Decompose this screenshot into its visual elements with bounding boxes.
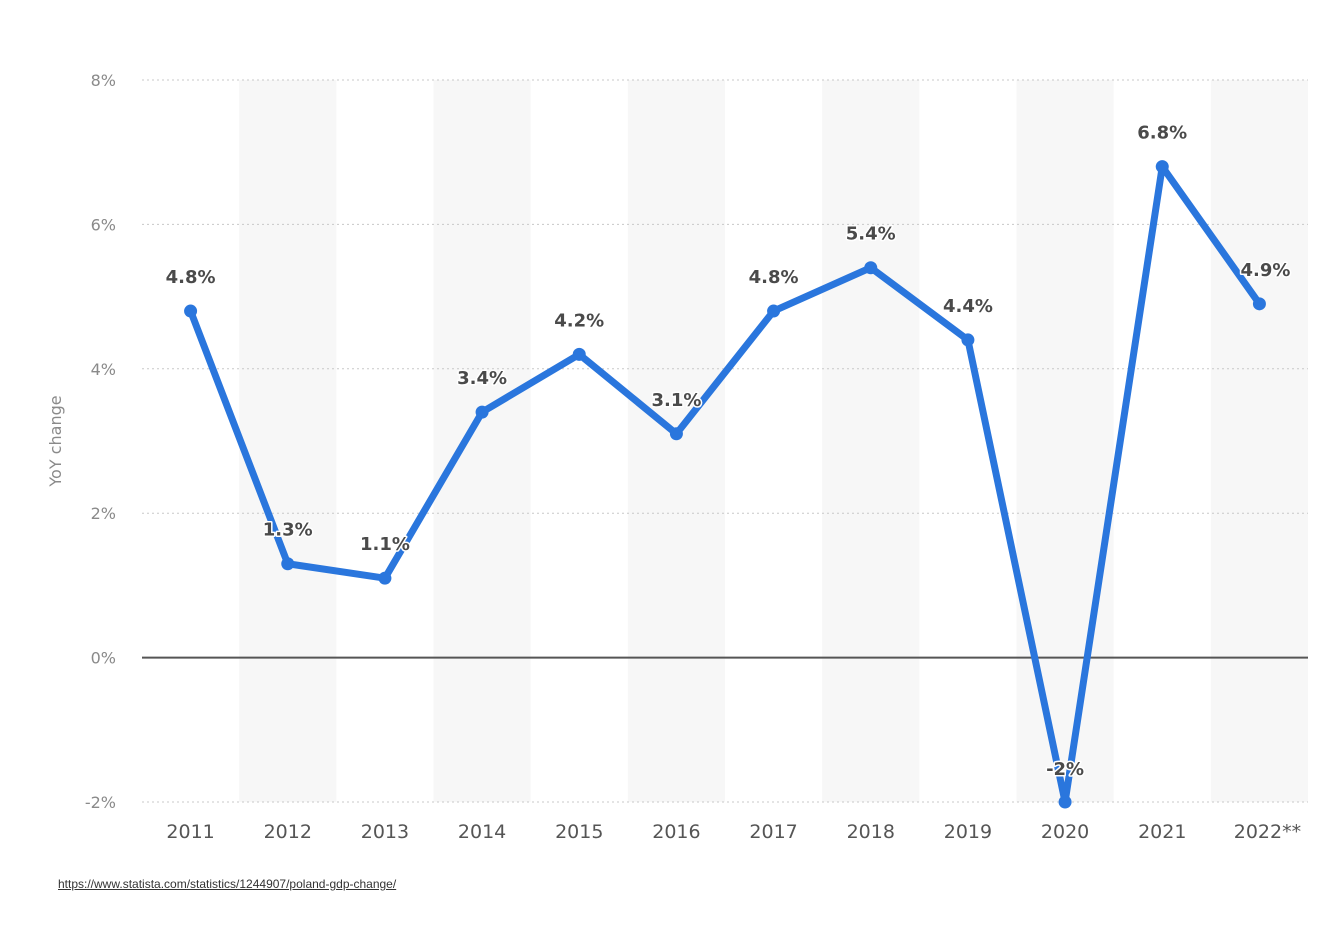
data-point-2013[interactable]: [378, 571, 392, 585]
y-tick-label: 0%: [91, 649, 116, 668]
data-points: [184, 160, 1266, 809]
x-tick-label: 2012: [264, 821, 312, 843]
x-tick-label: 2019: [944, 821, 992, 843]
data-label: 3.4%: [457, 368, 507, 389]
data-label: 6.8%: [1137, 123, 1187, 144]
gridlines: [142, 79, 1308, 803]
data-point-2011[interactable]: [184, 304, 198, 318]
data-point-2012[interactable]: [281, 557, 295, 571]
data-point-2020[interactable]: [1058, 795, 1072, 809]
data-label: 5.4%: [846, 224, 896, 245]
x-tick-label: 2015: [555, 821, 603, 843]
x-tick-label: 2011: [166, 821, 214, 843]
data-point-2022**[interactable]: [1252, 297, 1266, 311]
x-tick-label: 2018: [847, 821, 895, 843]
data-label: 4.8%: [749, 267, 799, 288]
data-label: 4.4%: [943, 296, 993, 317]
x-tick-label: 2014: [458, 821, 506, 843]
band-2014: [433, 80, 531, 802]
x-tick-label: 2022**: [1234, 821, 1301, 843]
data-point-2018[interactable]: [864, 261, 878, 275]
y-tick-label: 8%: [91, 71, 116, 90]
y-tick-label: 2%: [91, 504, 116, 523]
data-label: 4.8%: [166, 267, 216, 288]
data-label: 3.1%: [651, 390, 701, 411]
x-tick-label: 2020: [1041, 821, 1089, 843]
y-axis-title: YoY change: [46, 395, 65, 487]
data-point-2015[interactable]: [572, 347, 586, 361]
data-label: 1.3%: [263, 520, 313, 541]
data-point-2021[interactable]: [1155, 160, 1169, 174]
y-axis-ticks: 8% 6% 4% 2% 0% -2%: [85, 71, 116, 812]
alternating-bands: [239, 80, 1308, 802]
data-label: 1.1%: [360, 534, 410, 555]
band-2016: [627, 80, 725, 802]
y-tick-label: 4%: [91, 360, 116, 379]
x-tick-label: 2013: [361, 821, 409, 843]
series-line: [187, 163, 1263, 806]
x-axis-ticks: 2011 2012 2013 2014 2015 2016 2017 2018 2019 2020…: [166, 821, 1301, 843]
band-2012: [239, 80, 337, 802]
data-point-2016[interactable]: [669, 427, 683, 441]
band-2020: [1016, 80, 1114, 802]
data-point-2017[interactable]: [767, 304, 781, 318]
data-label: 4.2%: [554, 310, 604, 331]
band-2022**: [1210, 80, 1308, 802]
y-tick-label: 6%: [91, 215, 116, 234]
data-point-2019[interactable]: [961, 333, 975, 347]
band-2018: [822, 80, 920, 802]
y-tick-label: -2%: [85, 793, 116, 812]
x-tick-label: 2016: [652, 821, 700, 843]
x-tick-label: 2021: [1138, 821, 1186, 843]
source-link[interactable]: https://www.statista.com/statistics/1244…: [58, 877, 397, 891]
data-label: -2%: [1046, 759, 1084, 780]
series-line-group: [187, 163, 1263, 806]
x-tick-label: 2017: [749, 821, 797, 843]
data-label: 4.9%: [1240, 260, 1290, 281]
data-labels: 4.8% 1.3% 1.1% 3.4% 4.2% 3.1% 4.8% 5.4% 4.4% -2% 6…: [164, 121, 1292, 781]
data-point-2014[interactable]: [475, 405, 489, 419]
